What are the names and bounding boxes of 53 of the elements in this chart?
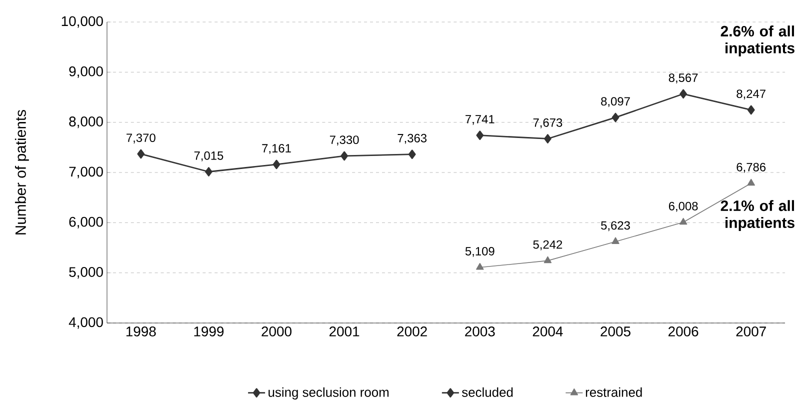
y-tick-label: 8,000: [69, 116, 103, 128]
data-label: 6,786: [736, 162, 766, 173]
point: [747, 178, 755, 186]
point: [544, 256, 552, 264]
annotation: 2.1% of all inpatients: [720, 200, 794, 231]
point: [612, 112, 620, 122]
point: [476, 130, 484, 140]
legend-label: restrained: [586, 387, 642, 397]
point: [340, 151, 348, 161]
x-tick-label: 2001: [329, 326, 360, 336]
legend-label: using seclusion room: [268, 387, 389, 400]
annotation: 2.6% of all inpatients: [720, 26, 794, 56]
data-label: 8,097: [601, 97, 630, 107]
data-label: 5,109: [465, 247, 494, 257]
x-tick-label: 2003: [465, 326, 495, 336]
y-tick-label: 10,000: [62, 16, 103, 28]
x-tick-label: 2006: [668, 326, 698, 336]
data-label: 7,161: [262, 144, 291, 154]
data-label: 7,741: [466, 115, 494, 125]
point: [544, 134, 552, 144]
y-tick-label: 4,000: [68, 317, 103, 329]
y-axis-title: Number of patients: [14, 110, 29, 234]
legend-label: secluded: [462, 387, 513, 397]
x-tick-label: 2002: [397, 326, 427, 336]
data-label: 7,370: [126, 134, 156, 144]
data-label: 7,330: [330, 136, 359, 146]
data-label: 6,008: [668, 202, 698, 212]
x-tick-label: 1999: [194, 326, 224, 336]
x-tick-label: 2007: [736, 326, 766, 336]
point: [408, 150, 416, 159]
point: [137, 149, 145, 159]
point: [476, 262, 484, 270]
point: [680, 89, 687, 99]
data-label: 7,673: [533, 118, 562, 128]
y-tick-label: 5,000: [69, 267, 103, 279]
point: [205, 167, 212, 176]
point: [679, 218, 688, 225]
data-label: 8,247: [736, 90, 766, 100]
y-tick-label: 7,000: [69, 166, 103, 178]
point: [272, 160, 280, 170]
x-tick-label: 2005: [600, 326, 630, 336]
x-tick-label: 2000: [262, 326, 292, 336]
data-label: 7,363: [398, 134, 427, 144]
x-tick-label: 2004: [532, 326, 563, 336]
x-tick-label: 1998: [126, 326, 156, 336]
y-tick-label: 6,000: [69, 216, 103, 228]
y-tick-label: 9,000: [69, 66, 103, 78]
data-label: 5,242: [533, 240, 562, 250]
data-label: 5,623: [601, 221, 630, 232]
data-label: 7,015: [194, 151, 224, 162]
point: [747, 105, 755, 115]
data-label: 8,567: [668, 74, 698, 84]
point: [612, 237, 620, 244]
